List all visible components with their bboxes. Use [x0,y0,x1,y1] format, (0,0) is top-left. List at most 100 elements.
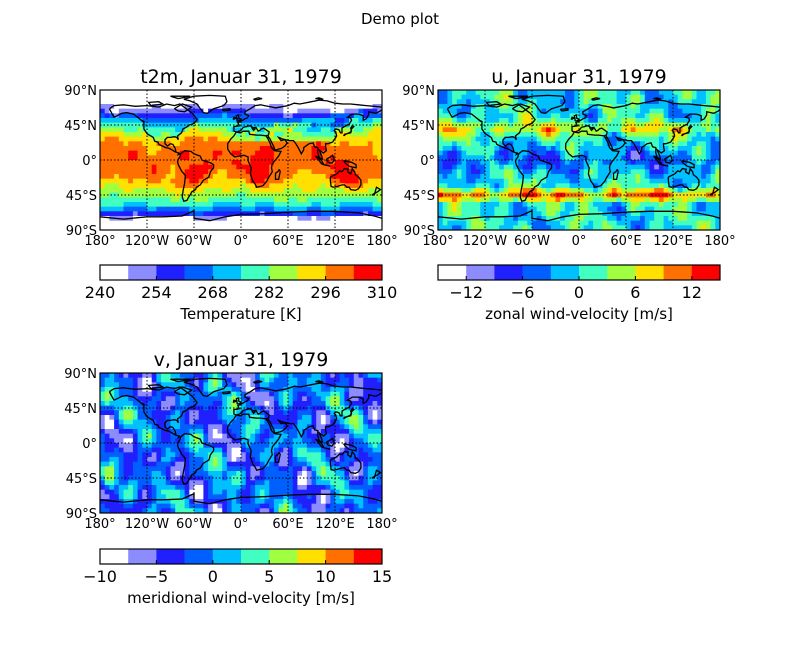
heatmap-cell [297,415,303,421]
heatmap-cell [311,104,317,110]
heatmap-cell [184,141,190,147]
heatmap-cell [114,429,120,435]
heatmap-cell [668,108,674,114]
heatmap-cell [306,155,312,161]
heatmap-cell [170,90,176,96]
heatmap-cell [358,405,364,411]
heatmap-cell [513,216,519,222]
heatmap-cell [123,424,129,430]
heatmap-cell [442,150,448,156]
heatmap-cell [208,146,214,152]
heatmap-cell [273,132,279,138]
heatmap-cell [485,155,491,161]
heatmap-cell [109,206,115,212]
heatmap-cell [231,188,237,194]
heatmap-cell [292,155,298,161]
heatmap-cell [715,220,721,226]
heatmap-cell [222,410,228,416]
heatmap-cell [673,160,679,166]
heatmap-cell [100,202,106,208]
heatmap-cell [118,415,124,421]
heatmap-cell [438,99,444,105]
heatmap-cell [170,122,176,128]
heatmap-cell [611,206,617,212]
heatmap-cell [104,429,110,435]
heatmap-cell [283,127,289,133]
heatmap-cell [283,206,289,212]
heatmap-cell [297,433,303,439]
heatmap-cell [583,220,589,226]
heatmap-cell [377,382,383,388]
heatmap-cell [658,202,664,208]
heatmap-cell [682,164,688,170]
heatmap-cell [283,174,289,180]
heatmap-cell [198,113,204,119]
heatmap-cell [363,419,369,425]
heatmap-cell [217,452,223,458]
heatmap-cell [114,104,120,110]
heatmap-cell [189,216,195,222]
heatmap-cell [128,377,134,383]
heatmap-cell [264,419,270,425]
heatmap-cell [165,122,171,128]
heatmap-cell [461,94,467,100]
heatmap-cell [132,183,138,189]
heatmap-cell [677,136,683,142]
heatmap-cell [503,155,509,161]
heatmap-cell [320,99,326,105]
heatmap-cell [527,174,533,180]
heatmap-cell [269,183,275,189]
heatmap-cell [104,136,110,142]
heatmap-cell [673,164,679,170]
heatmap-cell [564,220,570,226]
heatmap-cell [118,160,124,166]
heatmap-cell [231,118,237,124]
heatmap-cell [344,382,350,388]
heatmap-cell [203,424,209,430]
heatmap-cell [658,90,664,96]
heatmap-cell [485,150,491,156]
heatmap-cell [184,188,190,194]
heatmap-cell [104,169,110,175]
heatmap-cell [292,419,298,425]
heatmap-cell [259,164,265,170]
heatmap-cell [630,188,636,194]
heatmap-cell [132,132,138,138]
heatmap-cell [114,461,120,467]
heatmap-cell [142,183,148,189]
heatmap-cell [335,118,341,124]
lon-tick-label: 120°W [463,234,507,249]
heatmap-cell [320,429,326,435]
heatmap-cell [480,150,486,156]
heatmap-cell [109,424,115,430]
heatmap-cell [470,206,476,212]
heatmap-cell [255,424,261,430]
map-panel-u: u, Januar 31, 197990°N45°N0°45°S90°S180°… [402,66,735,323]
heatmap-cell [532,99,538,105]
heatmap-cell [658,206,664,212]
heatmap-cell [184,113,190,119]
heatmap-cell [222,452,228,458]
heatmap-cell [377,452,383,458]
heatmap-cell [165,94,171,100]
heatmap-cell [499,211,505,217]
heatmap-cell [353,410,359,416]
heatmap-cell [217,461,223,467]
heatmap-cell [283,150,289,156]
heatmap-cell [555,127,561,133]
heatmap-cell [611,132,617,138]
heatmap-cell [522,178,528,184]
heatmap-cell [278,377,284,383]
heatmap-cell [114,211,120,217]
heatmap-cell [283,118,289,124]
heatmap-cell [311,174,317,180]
heatmap-cell [302,382,308,388]
heatmap-cell [151,373,157,379]
heatmap-cell [649,211,655,217]
heatmap-cell [306,197,312,203]
heatmap-cell [583,174,589,180]
heatmap-cell [560,220,566,226]
heatmap-cell [611,164,617,170]
heatmap-cell [123,90,129,96]
heatmap-cell [212,113,218,119]
